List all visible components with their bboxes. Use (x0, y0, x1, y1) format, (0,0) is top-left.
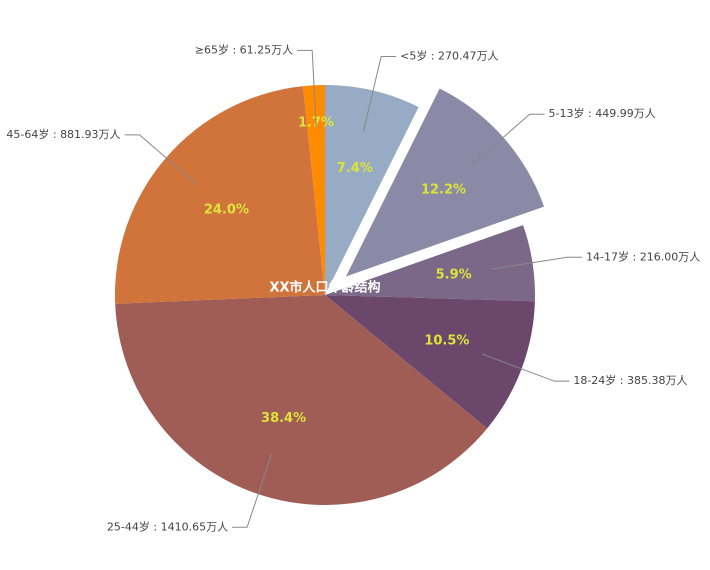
separator: : (616, 374, 627, 387)
leader-line (482, 353, 570, 382)
category: 25-44岁 (107, 519, 150, 533)
value-label: 449.99万人 (595, 107, 656, 120)
separator: : (427, 50, 438, 63)
slice-label: 14-17岁 : 216.00万人 (586, 249, 700, 263)
percent-label: 7.4% (337, 161, 373, 176)
leader-line (232, 454, 273, 528)
percent-label: 24.0% (204, 202, 249, 217)
leader-line (471, 113, 545, 166)
separator: : (585, 107, 596, 120)
slice-label: 25-44岁 : 1410.65万人 (107, 519, 228, 533)
category: <5岁 (400, 49, 427, 63)
chart-title: XX市人口年龄结构 (269, 280, 380, 296)
value-label: 270.47万人 (438, 50, 499, 63)
pie-slice (325, 85, 419, 295)
percent-label: 38.4% (261, 411, 306, 426)
category: 45-64岁 (6, 127, 49, 141)
separator: : (150, 520, 161, 533)
percent-label: 5.9% (436, 267, 472, 282)
category: 5-13岁 (549, 106, 585, 120)
category: ≥65岁 (195, 42, 229, 56)
value-label: 1410.65万人 (161, 520, 229, 533)
value-label: 216.00万人 (640, 250, 701, 263)
category: 18-24岁 (573, 373, 616, 387)
value-label: 61.25万人 (240, 43, 294, 56)
leader-line (124, 134, 199, 186)
leader-line (363, 56, 397, 132)
slice-label: ≥65岁 : 61.25万人 (195, 42, 293, 56)
slice-label: <5岁 : 270.47万人 (400, 49, 498, 63)
pie-slice (303, 85, 325, 295)
leader-line (297, 49, 317, 128)
percent-label: 10.5% (424, 333, 469, 348)
separator: : (49, 128, 60, 141)
value-label: 881.93万人 (60, 128, 121, 141)
pie-slice (115, 295, 488, 505)
category: 14-17岁 (586, 249, 629, 263)
separator: : (629, 250, 640, 263)
pie-slice (345, 88, 545, 277)
slice-label: 18-24岁 : 385.38万人 (573, 373, 687, 387)
leader-line (490, 256, 583, 270)
slice-label: 5-13岁 : 449.99万人 (549, 106, 656, 120)
slice-label: 45-64岁 : 881.93万人 (6, 127, 120, 141)
pie-slice (325, 225, 535, 302)
separator: : (229, 43, 240, 56)
value-label: 385.38万人 (627, 374, 688, 387)
pie-slice (115, 86, 325, 304)
percent-label: 12.2% (421, 183, 466, 198)
pie-slice (325, 295, 535, 429)
